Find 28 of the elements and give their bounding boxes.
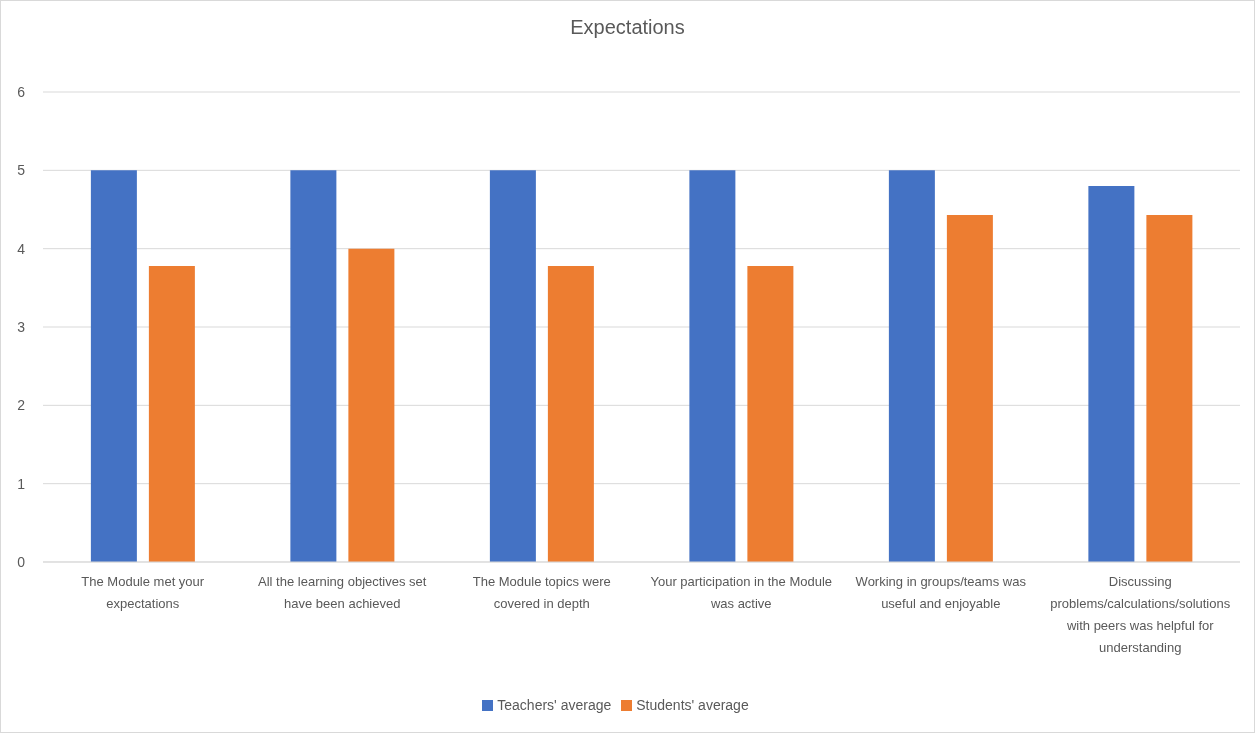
bar [1088,186,1135,562]
x-tick-label: Discussing problems/calculations/solutions with peers was helpful for understanding [1050,574,1231,655]
y-tick-label: 5 [17,162,26,179]
bar [946,214,993,562]
chart-title: Expectations [569,14,686,40]
legend-label: Teachers' average [497,697,612,713]
x-tick-label: Working in groups/teams was useful and enjoyable [855,574,1027,611]
legend-label: Students' average [636,697,749,713]
bar [290,170,337,562]
bar [747,265,794,562]
bar [1146,214,1193,562]
bar [148,265,195,562]
bar [888,170,935,562]
x-tick-label: The Module topics were covered in depth [472,574,611,611]
bar [689,170,736,562]
x-tick-label: The Module met your expectations [81,574,205,611]
y-tick-label: 0 [17,553,26,570]
y-tick-label: 1 [17,475,26,492]
bar [547,265,594,562]
x-tick-label: All the learning objectives set have been achieved [258,574,427,611]
y-tick-label: 3 [17,318,26,335]
x-tick-label: Your participation in the Module was active [650,574,833,611]
y-tick-label: 2 [17,397,26,414]
bar [489,170,536,562]
y-tick-label: 6 [17,83,26,100]
y-tick-label: 4 [17,240,26,257]
bar [90,170,137,562]
bar [348,248,395,562]
